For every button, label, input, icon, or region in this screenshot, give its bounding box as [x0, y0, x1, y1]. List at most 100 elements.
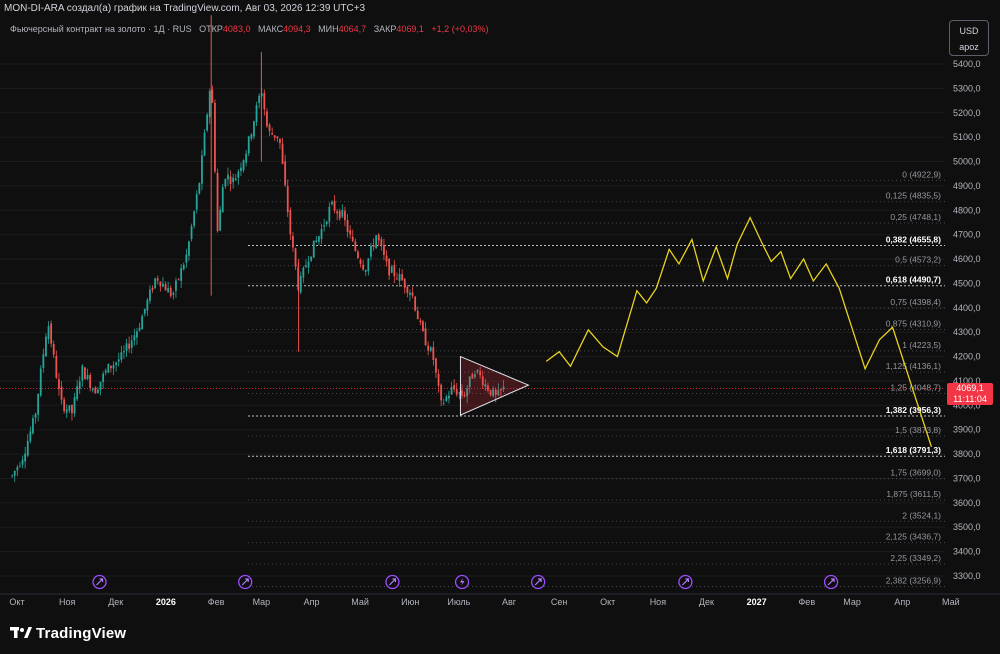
- projection-path[interactable]: [545, 216, 933, 448]
- fib-level-label: 2,125 (3436,7): [886, 532, 941, 542]
- candle-body: [271, 133, 274, 135]
- price-tick-label: 3400,0: [953, 547, 981, 557]
- candle-body: [284, 161, 287, 186]
- scale-settings-button[interactable]: USD apoz: [949, 20, 989, 56]
- candle-body: [214, 102, 216, 172]
- arrow-icon: [827, 578, 835, 586]
- price-axis[interactable]: 3300,0 3400,0 3500,0 3600,0 3700,0 3800,0 3900…: [945, 0, 1000, 614]
- fib-level-label: 0,875 (4310,9): [886, 319, 941, 329]
- candle-body: [406, 286, 409, 293]
- ohlc-close-label: ЗАКР: [373, 24, 397, 34]
- price-tick-label: 5100,0: [953, 132, 981, 142]
- price-tick-label: 4400,0: [953, 303, 981, 313]
- dividend-event-icon[interactable]: [454, 574, 470, 590]
- candle-body: [185, 254, 188, 263]
- economic-event-icon[interactable]: [678, 574, 693, 590]
- candle-body: [130, 340, 133, 348]
- candle-body: [320, 229, 323, 239]
- triangle-pattern[interactable]: [459, 355, 530, 416]
- candle-body: [333, 200, 336, 211]
- event-markers[interactable]: [92, 574, 839, 590]
- fib-level-label: 0 (4922,9): [902, 169, 941, 179]
- candle-body: [411, 292, 414, 296]
- candle-body: [138, 327, 141, 331]
- fib-level-label: 2 (3524,1): [902, 510, 941, 520]
- candle-body: [26, 440, 29, 456]
- candle-body: [32, 418, 34, 434]
- time-tick-label: Окт: [600, 597, 615, 607]
- brand-name: TradingView: [36, 625, 127, 642]
- candle-body: [294, 248, 297, 267]
- tradingview-logo[interactable]: TradingView: [10, 625, 126, 642]
- triangle-shape[interactable]: [459, 355, 530, 416]
- fib-level-label: 1,618 (3791,3): [886, 445, 941, 455]
- candle-body: [91, 389, 94, 391]
- economic-event-icon[interactable]: [385, 574, 400, 590]
- candle-body: [424, 328, 427, 346]
- price-change: +1,2 (+0,03%): [431, 24, 489, 34]
- economic-event-icon[interactable]: [823, 574, 839, 590]
- bolt-icon: [460, 578, 465, 586]
- candle-body: [39, 368, 42, 396]
- candle-body: [328, 206, 331, 222]
- candle-body: [94, 387, 97, 394]
- price-tick-label: 4700,0: [953, 230, 981, 240]
- candle-body: [489, 389, 492, 396]
- time-tick-label: Мар: [843, 597, 861, 607]
- price-tick-label: 3800,0: [953, 449, 981, 459]
- ohlc-open-value: 4083,0: [222, 24, 251, 34]
- time-tick-label: Фев: [208, 597, 225, 607]
- candle-body: [154, 278, 157, 288]
- price-chart[interactable]: 0 (4922,9) 0,125 (4835,5) 0,25 (4748,1) 0,3…: [0, 0, 1000, 614]
- candle-body: [247, 136, 250, 154]
- economic-event-icon[interactable]: [530, 574, 546, 590]
- candle-body: [156, 278, 159, 281]
- candle-body: [19, 465, 21, 467]
- candle-body: [81, 365, 84, 381]
- candle-body: [78, 381, 81, 389]
- symbol-name[interactable]: Фьючерсный контракт на золото · 1Д · RUS: [10, 24, 192, 34]
- candle-body: [240, 167, 242, 171]
- fib-level-label: 1 (4223,5): [902, 340, 941, 350]
- fib-level-label: 0,382 (4655,8): [886, 234, 941, 244]
- candle-body: [500, 388, 502, 391]
- candle-body: [219, 209, 222, 231]
- candle-body: [242, 160, 245, 171]
- last-price-tag: 4069,1 11:11:04: [947, 383, 993, 405]
- candle-body: [24, 453, 27, 462]
- candle-body: [143, 308, 146, 314]
- price-axis-bg: [945, 0, 1000, 614]
- price-tick-label: 4200,0: [953, 352, 981, 362]
- candle-body: [164, 284, 167, 291]
- fib-level-label: 1,75 (3699,0): [890, 468, 941, 478]
- candle-body: [71, 404, 73, 414]
- time-tick-label: Май: [942, 597, 960, 607]
- candle-body: [450, 386, 453, 395]
- candle-body: [281, 143, 284, 164]
- candle-body: [125, 343, 128, 351]
- price-tick-label: 3700,0: [953, 473, 981, 483]
- candle-body: [232, 177, 235, 183]
- candle-body: [409, 292, 411, 295]
- candle-body: [146, 299, 149, 311]
- candle-body: [195, 194, 198, 210]
- candle-body: [286, 186, 289, 213]
- candle-body: [336, 211, 339, 214]
- candle-body: [16, 466, 19, 471]
- candle-body: [65, 409, 68, 413]
- candle-body: [68, 405, 71, 411]
- candle-body: [110, 365, 112, 369]
- projection-line[interactable]: [545, 216, 933, 448]
- candle-body: [245, 153, 248, 163]
- candle-body: [370, 245, 372, 257]
- economic-event-icon[interactable]: [238, 574, 253, 590]
- candle-body: [104, 370, 107, 373]
- candle-body: [128, 343, 131, 349]
- candle-body: [396, 278, 398, 280]
- candle-body: [29, 431, 32, 442]
- time-axis[interactable]: Окт Ноя Дек 2026 Фев Мар Апр Май Июн Июль Авг Сен Ок…: [0, 593, 1000, 607]
- candle-body: [117, 359, 120, 362]
- candle-body: [182, 264, 185, 270]
- economic-event-icon[interactable]: [92, 574, 107, 590]
- candle-body: [422, 321, 424, 331]
